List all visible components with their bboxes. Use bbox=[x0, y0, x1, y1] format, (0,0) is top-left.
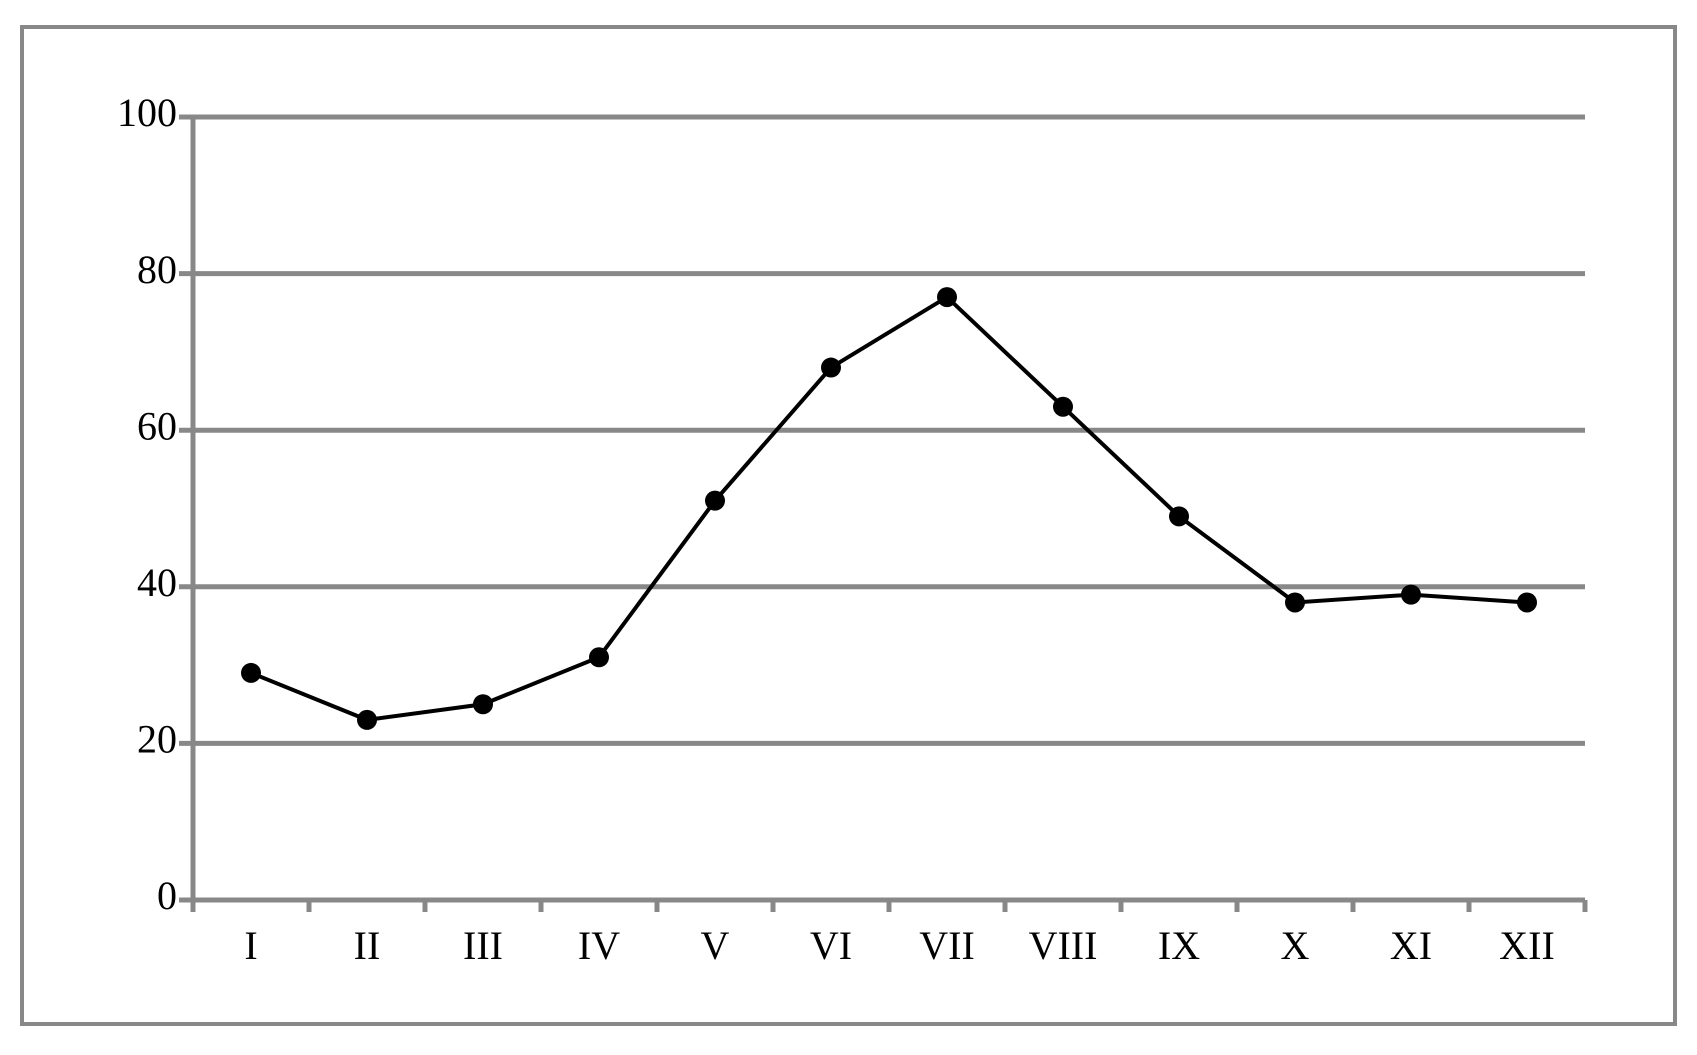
x-tick-label: XI bbox=[1390, 923, 1432, 968]
marker bbox=[473, 694, 493, 715]
chart-border bbox=[20, 25, 1677, 1026]
x-tick-label: V bbox=[701, 923, 730, 968]
line bbox=[250, 294, 1528, 722]
x-tick-label: XII bbox=[1499, 923, 1555, 968]
y-tick-label: 40 bbox=[137, 560, 177, 605]
y-tick-label: 80 bbox=[137, 247, 177, 292]
marker bbox=[1169, 506, 1189, 527]
y-tick-label: 0 bbox=[157, 873, 177, 918]
y-tick-label: 60 bbox=[137, 403, 177, 448]
marker bbox=[589, 647, 609, 668]
x-tick-label: IV bbox=[578, 923, 620, 968]
x-tick-label: VI bbox=[810, 923, 852, 968]
marker bbox=[705, 490, 725, 511]
x-tick-label: III bbox=[463, 923, 503, 968]
y-tick-label: 20 bbox=[137, 717, 177, 762]
x-tick-label: I bbox=[244, 923, 257, 968]
x-tick-label: IX bbox=[1158, 923, 1200, 968]
marker bbox=[1053, 396, 1073, 417]
marker bbox=[1401, 584, 1421, 605]
marker bbox=[937, 287, 957, 308]
marker bbox=[821, 357, 841, 378]
marker bbox=[357, 709, 377, 730]
x-tick-label: VIII bbox=[1029, 923, 1098, 968]
y-tick-label: 100 bbox=[117, 90, 177, 135]
marker bbox=[1517, 592, 1537, 613]
x-tick-label: VII bbox=[919, 923, 975, 968]
marker bbox=[241, 662, 261, 683]
x-tick-label: II bbox=[354, 923, 381, 968]
x-tick-label: X bbox=[1281, 923, 1310, 968]
marker bbox=[1285, 592, 1305, 613]
